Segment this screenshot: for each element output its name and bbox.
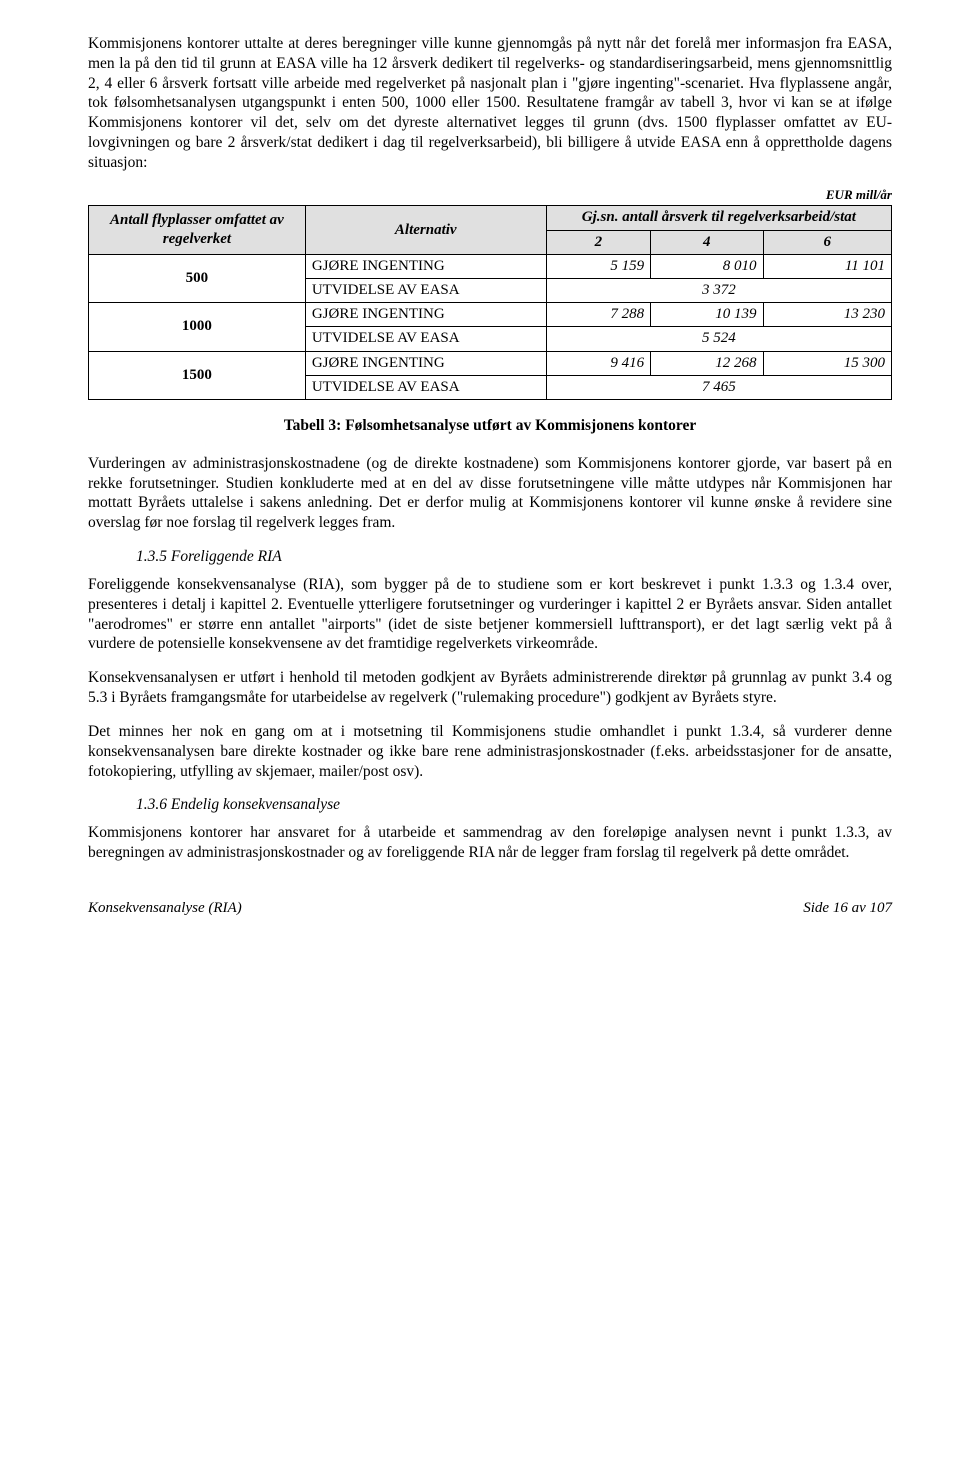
intro-paragraph: Kommisjonens kontorer uttalte at deres b… (88, 34, 892, 173)
col-avg-fte: Gj.sn. antall årsverk til regelverksarbe… (546, 206, 891, 230)
section-1-3-5-title: 1.3.5 Foreliggende RIA (136, 547, 892, 567)
table-row: 1000 GJØRE INGENTING 7 288 10 139 13 230 (89, 303, 892, 327)
footer-page-number: Side 16 av 107 (803, 899, 892, 918)
cell: 10 139 (651, 303, 763, 327)
cell: UTVIDELSE AV EASA (305, 375, 546, 399)
col-airports: Antall flyplasser omfattet av regelverke… (89, 206, 306, 254)
cell: 8 010 (651, 254, 763, 278)
table-3: Antall flyplasser omfattet av regelverke… (88, 205, 892, 400)
paragraph: Foreliggende konsekvensanalyse (RIA), so… (88, 575, 892, 654)
paragraph: Det minnes her nok en gang om at i motse… (88, 722, 892, 781)
cell: 3 372 (546, 278, 891, 302)
cell: UTVIDELSE AV EASA (305, 327, 546, 351)
cell: 12 268 (651, 351, 763, 375)
cell: 9 416 (546, 351, 650, 375)
cell: GJØRE INGENTING (305, 254, 546, 278)
cell: 5 159 (546, 254, 650, 278)
group-1500: 1500 (89, 351, 306, 399)
table-3-caption: Tabell 3: Følsomhetsanalyse utført av Ko… (88, 416, 892, 436)
cell: 15 300 (763, 351, 892, 375)
table-row: 1500 GJØRE INGENTING 9 416 12 268 15 300 (89, 351, 892, 375)
cell: 11 101 (763, 254, 892, 278)
paragraph: Konsekvensanalysen er utført i henhold t… (88, 668, 892, 708)
cell: 7 465 (546, 375, 891, 399)
paragraph: Vurderingen av administrasjonskostnadene… (88, 454, 892, 533)
cell: 5 524 (546, 327, 891, 351)
footer-doc-title: Konsekvensanalyse (RIA) (88, 899, 242, 918)
col-alternative: Alternativ (305, 206, 546, 254)
table-unit-label: EUR mill/år (88, 187, 892, 204)
group-500: 500 (89, 254, 306, 302)
subcol-4: 4 (651, 230, 763, 254)
cell: 7 288 (546, 303, 650, 327)
table-row: 500 GJØRE INGENTING 5 159 8 010 11 101 (89, 254, 892, 278)
cell: GJØRE INGENTING (305, 351, 546, 375)
group-1000: 1000 (89, 303, 306, 351)
subcol-6: 6 (763, 230, 892, 254)
section-1-3-6-title: 1.3.6 Endelig konsekvensanalyse (136, 795, 892, 815)
cell: GJØRE INGENTING (305, 303, 546, 327)
cell: 13 230 (763, 303, 892, 327)
subcol-2: 2 (546, 230, 650, 254)
page-footer: Konsekvensanalyse (RIA) Side 16 av 107 (88, 899, 892, 918)
cell: UTVIDELSE AV EASA (305, 278, 546, 302)
paragraph: Kommisjonens kontorer har ansvaret for å… (88, 823, 892, 863)
